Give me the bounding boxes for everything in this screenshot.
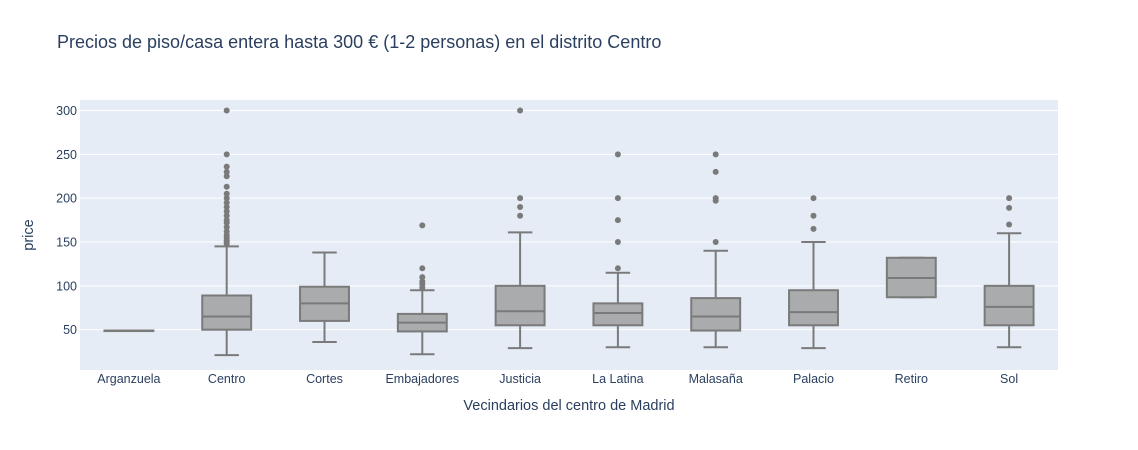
outlier-point — [223, 107, 230, 114]
box-1 — [201, 107, 253, 357]
chart-title: Precios de piso/casa entera hasta 300 € … — [57, 32, 662, 52]
outlier-point — [614, 217, 621, 224]
box-9 — [983, 195, 1035, 349]
outlier-point — [712, 168, 719, 175]
box-8 — [885, 256, 937, 299]
outlier-point — [223, 151, 230, 158]
outlier-point — [419, 265, 426, 272]
x-tick-label-7: Palacio — [793, 372, 834, 386]
y-axis-title: price — [21, 219, 37, 250]
box-0 — [103, 329, 155, 333]
box-iqr — [592, 302, 644, 327]
box-7 — [788, 195, 839, 350]
y-tick-label-100: 100 — [56, 279, 77, 293]
outlier-point — [810, 225, 817, 232]
x-tick-label-6: Malasaña — [689, 372, 743, 386]
outlier-point — [223, 217, 230, 224]
outlier-point — [712, 151, 719, 158]
outlier-point — [614, 151, 621, 158]
y-tick-labels: 50 100 150 200 250 300 — [56, 104, 77, 337]
outlier-point — [614, 239, 621, 246]
x-tick-label-8: Retiro — [895, 372, 928, 386]
x-tick-label-4: Justicia — [499, 372, 541, 386]
outlier-point — [810, 195, 817, 202]
y-tick-label-150: 150 — [56, 236, 77, 250]
outlier-point — [614, 265, 621, 272]
outlier-point — [223, 163, 230, 170]
outlier-point — [517, 212, 524, 219]
y-tick-label-250: 250 — [56, 148, 77, 162]
outlier-point — [810, 212, 817, 219]
outlier-point — [1006, 221, 1013, 228]
boxes-layer — [103, 107, 1035, 357]
x-axis-title: Vecindarios del centro de Madrid — [463, 398, 674, 414]
outlier-point — [223, 183, 230, 190]
outlier-point — [223, 168, 230, 175]
outlier-point — [223, 173, 230, 180]
outlier-point — [223, 228, 230, 235]
x-tick-label-2: Cortes — [306, 372, 343, 386]
outlier-point — [223, 208, 230, 215]
outlier-point — [712, 195, 719, 202]
outlier-point — [223, 224, 230, 231]
outlier-point — [223, 190, 230, 197]
outlier-point — [223, 195, 230, 202]
outlier-point — [223, 199, 230, 206]
outlier-point — [419, 274, 426, 281]
outlier-point — [419, 278, 426, 285]
box-iqr — [201, 294, 253, 331]
x-tick-label-5: La Latina — [592, 372, 643, 386]
box-3 — [396, 222, 448, 356]
box-iqr — [494, 284, 546, 327]
x-tick-labels: Arganzuela Centro Cortes Embajadores Justici… — [97, 372, 1018, 386]
x-tick-label-9: Sol — [1000, 372, 1018, 386]
box-5 — [592, 151, 644, 349]
y-tick-label-50: 50 — [63, 323, 77, 337]
outlier-point — [1006, 204, 1013, 211]
outlier-point — [223, 203, 230, 210]
box-iqr — [788, 289, 839, 327]
outlier-point — [517, 107, 524, 114]
y-tick-label-300: 300 — [56, 104, 77, 118]
outlier-point — [712, 239, 719, 246]
y-tick-label-200: 200 — [56, 192, 77, 206]
x-tick-label-3: Embajadores — [385, 372, 459, 386]
outlier-point — [419, 222, 426, 229]
box-iqr — [690, 297, 742, 332]
outlier-point — [614, 195, 621, 202]
x-tick-label-1: Centro — [208, 372, 246, 386]
outlier-point — [517, 203, 524, 210]
box-2 — [299, 251, 350, 343]
box-iqr — [983, 284, 1035, 327]
x-tick-label-0: Arganzuela — [97, 372, 160, 386]
outlier-point — [1006, 195, 1013, 202]
outlier-point — [223, 212, 230, 219]
outlier-point — [517, 195, 524, 202]
box-4 — [494, 107, 546, 350]
box-6 — [690, 151, 742, 349]
